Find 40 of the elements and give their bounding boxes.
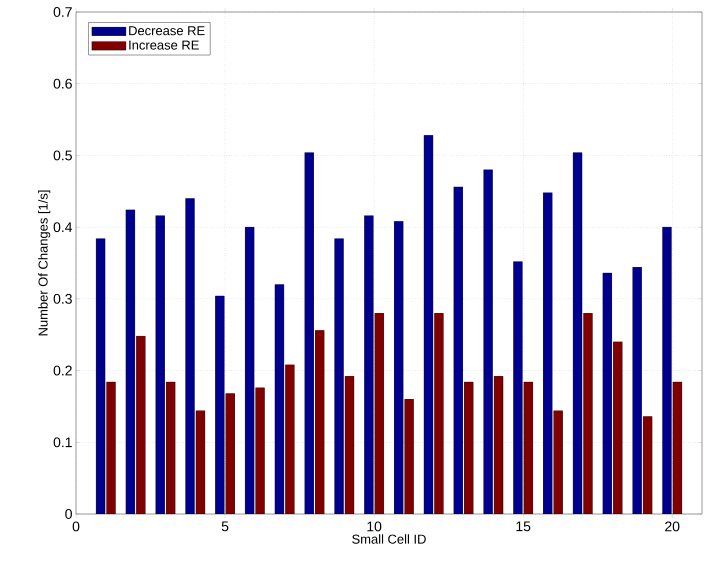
bar [632,267,642,514]
y-tick-label: 0.2 [54,366,72,376]
bar [404,399,414,514]
bar [543,192,552,514]
bar [524,382,534,514]
bar [602,272,612,514]
bar [244,226,254,514]
bar [454,186,463,514]
bar [315,330,324,514]
bar [364,215,374,514]
x-tick-label: 20 [665,521,680,532]
y-tick-label: 0.3 [54,294,72,304]
bar [374,313,384,514]
y-axis-title: Number Of Changes [1/s] [38,190,50,336]
y-tick-label: 0.4 [54,222,72,232]
legend-label: Increase RE [129,40,199,50]
x-tick-label: 5 [222,522,228,532]
bar [554,410,563,514]
bar [394,221,404,514]
bar [642,416,652,514]
legend-label: Decrease RE [129,26,205,36]
x-tick-label: 0 [72,521,80,532]
bar [613,342,622,514]
bar [156,215,165,514]
y-tick-label: 0.5 [54,150,72,160]
bar [304,152,314,514]
bar [215,296,224,514]
bar [226,393,235,514]
y-tick-label: 0.7 [54,7,72,17]
bar [166,382,176,514]
x-tick-label: 10 [367,521,382,532]
bar [136,336,146,514]
x-tick-label: 15 [516,522,530,532]
x-axis-title: Small Cell ID [352,534,426,544]
y-tick-label: 0 [65,509,72,519]
bar [464,382,474,514]
y-tick-label: 0.1 [54,437,72,448]
bar [285,364,295,514]
y-tick-label: 0.6 [54,78,72,89]
bar [483,170,493,514]
